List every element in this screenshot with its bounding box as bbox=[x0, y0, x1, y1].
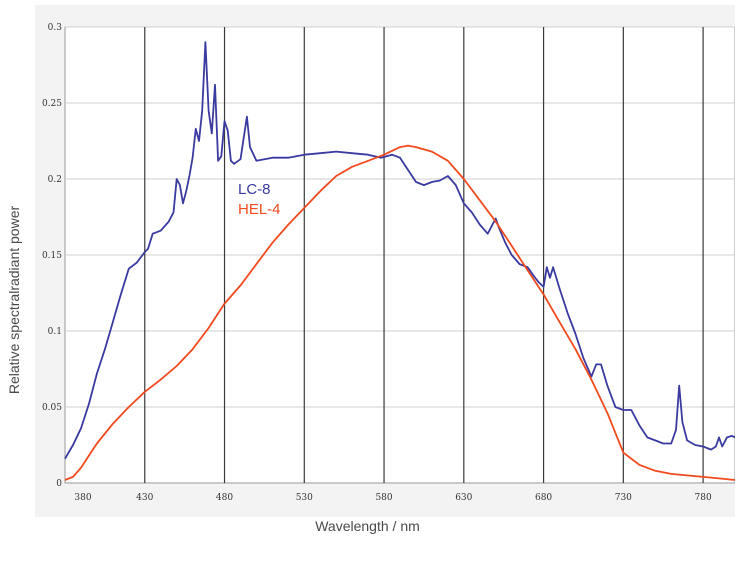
series-lines bbox=[64, 41, 735, 481]
x-tick-label: 580 bbox=[375, 493, 392, 503]
x-tick-label: 630 bbox=[455, 493, 472, 503]
y-tick-label: 0.25 bbox=[42, 99, 62, 109]
series-line-lc-8 bbox=[64, 41, 735, 460]
y-tick-label: 0 bbox=[56, 479, 62, 489]
y-tick-label: 0.1 bbox=[48, 327, 62, 337]
x-tick-label: 380 bbox=[74, 493, 91, 503]
x-tick-label: 480 bbox=[216, 493, 233, 503]
y-tick-label: 0.05 bbox=[42, 403, 62, 413]
x-tick-label: 430 bbox=[136, 493, 153, 503]
x-tick-label: 530 bbox=[296, 493, 313, 503]
x-tick-label: 680 bbox=[535, 493, 552, 503]
series-label-hel-4: HEL-4 bbox=[238, 201, 281, 218]
series-label-lc-8: LC-8 bbox=[238, 181, 271, 198]
x-tick-labels: 380 430 480 530 580 630 680 730 780 bbox=[74, 493, 712, 503]
y-axis-label: Relative spectralradiant power bbox=[6, 205, 22, 395]
x-tick-label: 780 bbox=[695, 493, 712, 503]
series-line-hel-4 bbox=[64, 144, 735, 481]
y-tick-labels: 0 0.05 0.1 0.15 0.2 0.25 0.3 bbox=[42, 23, 62, 489]
y-tick-label: 0.3 bbox=[48, 23, 63, 33]
x-tick-label: 730 bbox=[615, 493, 632, 503]
x-axis-label: Wavelength / nm bbox=[315, 518, 420, 534]
y-tick-label: 0.15 bbox=[42, 251, 62, 261]
vertical-gridlines bbox=[144, 27, 704, 483]
y-tick-label: 0.2 bbox=[48, 175, 62, 185]
